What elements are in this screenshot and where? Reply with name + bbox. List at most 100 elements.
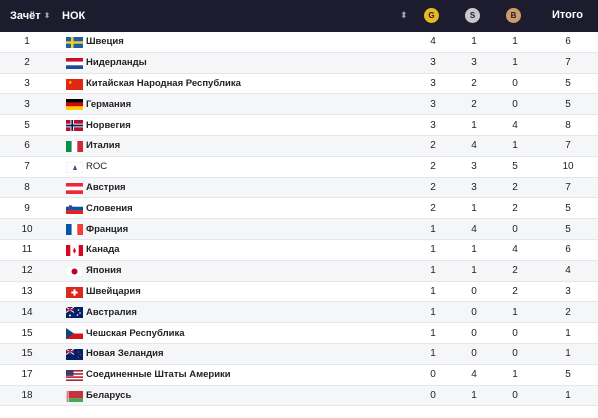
rank-header-label: Зачёт (10, 10, 41, 22)
silver-count: 0 (471, 285, 477, 297)
total-count: 1 (565, 348, 571, 360)
country-name[interactable]: Германия (86, 98, 132, 110)
total-count: 5 (565, 223, 571, 235)
it-flag-icon (66, 140, 83, 152)
country-name[interactable]: Австралия (86, 306, 137, 318)
total-count: 3 (565, 285, 571, 297)
table-row[interactable]: 17 Соединенные Штаты Америки 0 4 1 5 (0, 365, 598, 386)
table-row[interactable]: 12 Япония 1 1 2 4 (0, 260, 598, 282)
silver-count: 3 (471, 181, 477, 193)
country-name[interactable]: Швейцария (86, 285, 141, 297)
total-count: 6 (565, 244, 571, 256)
total-count: 8 (565, 119, 571, 131)
table-row[interactable]: 5 Норвегия 3 1 4 8 (0, 115, 598, 136)
table-row[interactable]: 10 Франция 1 4 0 5 (0, 219, 598, 240)
no-flag-icon (66, 120, 83, 132)
country-name[interactable]: Чешская Республика (86, 327, 185, 339)
bronze-count: 1 (512, 36, 518, 48)
country-name[interactable]: ROC (86, 161, 108, 173)
table-row[interactable]: 7 ROC 2 3 5 10 (0, 157, 598, 178)
rank-cell: 15 (21, 327, 33, 339)
silver-count: 4 (471, 223, 477, 235)
table-row[interactable]: 1 Швеция 4 1 1 6 (0, 32, 598, 53)
total-count: 7 (565, 140, 571, 152)
table-row[interactable]: 8 Австрия 2 3 2 7 (0, 177, 598, 199)
gold-count: 1 (430, 223, 436, 235)
table-row[interactable]: 13 Швейцария 1 0 2 3 (0, 282, 598, 303)
table-row[interactable]: 14 Австралия 1 0 1 2 (0, 302, 598, 324)
table-row[interactable]: 9 Словения 2 1 2 5 (0, 198, 598, 220)
country-name[interactable]: Япония (86, 265, 122, 277)
table-row[interactable]: 11 Канада 1 1 4 6 (0, 240, 598, 261)
rank-cell: 3 (24, 98, 30, 110)
sort-icon[interactable]: ⬍ (43, 11, 51, 20)
bronze-count: 0 (512, 389, 518, 401)
bronze-count: 4 (512, 244, 518, 256)
total-count: 5 (565, 202, 571, 214)
country-name[interactable]: Соединенные Штаты Америки (86, 369, 231, 381)
table-row[interactable]: 3 Германия 3 2 0 5 (0, 94, 598, 116)
rank-cell: 9 (24, 202, 30, 214)
nz-flag-icon (66, 348, 83, 360)
silver-count: 3 (471, 161, 477, 173)
table-body: 1 Швеция 4 1 1 6 2 Нидерланды 3 3 1 7 3 ★ Китайская На… (0, 32, 598, 407)
bronze-count: 0 (512, 327, 518, 339)
bronze-count: 2 (512, 202, 518, 214)
gold-count: 2 (430, 161, 436, 173)
silver-count: 1 (471, 202, 477, 214)
gold-count: 4 (430, 36, 436, 48)
fr-flag-icon (66, 224, 83, 236)
country-name[interactable]: Норвегия (86, 119, 131, 131)
sort-icon[interactable]: ⬍ (400, 10, 408, 20)
gold-count: 1 (430, 327, 436, 339)
table-row[interactable]: 15 Новая Зеландия 1 0 0 1 (0, 343, 598, 365)
country-name[interactable]: Франция (86, 223, 129, 235)
rank-cell: 3 (24, 77, 30, 89)
rank-column-header[interactable]: Зачёт ⬍ (0, 10, 54, 22)
silver-medal-icon[interactable]: S (465, 8, 480, 23)
silver-count: 4 (471, 369, 477, 381)
gold-medal-icon[interactable]: G (424, 8, 439, 23)
ch-flag-icon (66, 286, 83, 298)
ca-flag-icon (66, 244, 83, 256)
country-name[interactable]: Нидерланды (86, 57, 147, 69)
roc-flag-icon (66, 161, 83, 173)
table-row[interactable]: 3 ★ Китайская Народная Республика 3 2 0 5 (0, 74, 598, 95)
country-name[interactable]: Словения (86, 202, 133, 214)
silver-count: 2 (471, 77, 477, 89)
rank-cell: 2 (24, 57, 30, 69)
silver-count: 1 (471, 36, 477, 48)
total-column-header[interactable]: Итого (552, 9, 584, 21)
bronze-medal-icon[interactable]: B (506, 8, 521, 23)
total-count: 5 (565, 77, 571, 89)
silver-count: 1 (471, 389, 477, 401)
total-count: 10 (562, 161, 574, 173)
us-flag-icon (66, 369, 83, 381)
country-name[interactable]: Италия (86, 140, 121, 152)
country-name[interactable]: Швеция (86, 36, 124, 48)
country-name[interactable]: Китайская Народная Республика (86, 77, 241, 89)
gold-count: 1 (430, 306, 436, 318)
total-count: 1 (565, 389, 571, 401)
table-row[interactable]: 2 Нидерланды 3 3 1 7 (0, 52, 598, 74)
bronze-count: 2 (512, 181, 518, 193)
country-name[interactable]: Новая Зеландия (86, 348, 164, 360)
silver-count: 3 (471, 57, 477, 69)
silver-count: 0 (471, 348, 477, 360)
table-row[interactable]: 15 Чешская Республика 1 0 0 1 (0, 323, 598, 344)
total-count: 7 (565, 181, 571, 193)
country-name[interactable]: Австрия (86, 181, 126, 193)
rank-cell: 1 (24, 36, 30, 48)
bronze-count: 0 (512, 348, 518, 360)
gold-count: 2 (430, 181, 436, 193)
gold-count: 3 (430, 77, 436, 89)
country-name[interactable]: Канада (86, 244, 120, 256)
bronze-count: 2 (512, 285, 518, 297)
si-flag-icon (66, 203, 83, 215)
table-row[interactable]: 6 Италия 2 4 1 7 (0, 135, 598, 157)
noc-column-header[interactable]: НОК (54, 10, 400, 22)
rank-cell: 6 (24, 140, 30, 152)
total-count: 4 (565, 265, 571, 277)
table-row[interactable]: 18 Беларусь 0 1 0 1 (0, 385, 598, 407)
country-name[interactable]: Беларусь (86, 389, 132, 401)
